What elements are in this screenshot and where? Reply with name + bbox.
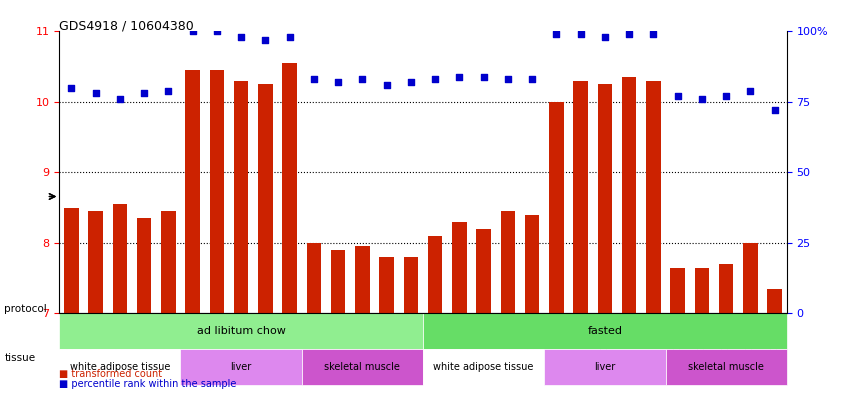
Point: [501, 76, 514, 83]
Text: white adipose tissue: white adipose tissue: [69, 362, 170, 372]
Point: [453, 73, 466, 80]
Point: [355, 76, 369, 83]
Point: [646, 31, 660, 37]
Bar: [404, 257, 418, 313]
Text: skeletal muscle: skeletal muscle: [688, 362, 764, 372]
Bar: [283, 63, 297, 313]
Bar: [452, 222, 467, 313]
Point: [89, 90, 102, 97]
Bar: [622, 77, 636, 313]
Bar: [501, 211, 515, 313]
Text: tissue: tissue: [4, 353, 36, 363]
Point: [719, 93, 733, 99]
Bar: [258, 84, 272, 313]
Bar: [476, 229, 491, 313]
FancyBboxPatch shape: [59, 313, 423, 349]
Text: GDS4918 / 10604380: GDS4918 / 10604380: [59, 20, 194, 33]
Bar: [767, 289, 782, 313]
Bar: [355, 246, 370, 313]
Point: [744, 88, 757, 94]
Point: [234, 34, 248, 40]
Point: [768, 107, 782, 114]
FancyBboxPatch shape: [423, 349, 544, 385]
Point: [137, 90, 151, 97]
Point: [307, 76, 321, 83]
Bar: [331, 250, 345, 313]
FancyBboxPatch shape: [180, 349, 302, 385]
Bar: [743, 243, 758, 313]
Bar: [233, 81, 249, 313]
Text: liver: liver: [594, 362, 616, 372]
Point: [64, 84, 78, 91]
Point: [404, 79, 418, 85]
Point: [477, 73, 491, 80]
Point: [574, 31, 587, 37]
Bar: [574, 81, 588, 313]
Text: ad libitum chow: ad libitum chow: [196, 326, 286, 336]
Point: [162, 88, 175, 94]
Point: [210, 28, 223, 35]
Text: liver: liver: [230, 362, 252, 372]
Point: [380, 82, 393, 88]
Bar: [210, 70, 224, 313]
Bar: [525, 215, 540, 313]
Point: [695, 96, 709, 102]
Text: ■ transformed count: ■ transformed count: [59, 369, 162, 379]
Text: white adipose tissue: white adipose tissue: [433, 362, 534, 372]
Point: [550, 31, 563, 37]
Bar: [379, 257, 394, 313]
Bar: [549, 102, 563, 313]
Bar: [185, 70, 200, 313]
Point: [186, 28, 200, 35]
Bar: [137, 218, 151, 313]
Point: [623, 31, 636, 37]
FancyBboxPatch shape: [59, 349, 180, 385]
Point: [259, 37, 272, 43]
Bar: [597, 84, 613, 313]
Bar: [428, 236, 442, 313]
Bar: [695, 268, 709, 313]
Bar: [719, 264, 733, 313]
Bar: [646, 81, 661, 313]
FancyBboxPatch shape: [544, 349, 666, 385]
Bar: [306, 243, 321, 313]
Bar: [88, 211, 103, 313]
Bar: [161, 211, 176, 313]
Bar: [670, 268, 685, 313]
Bar: [113, 204, 127, 313]
Point: [428, 76, 442, 83]
FancyBboxPatch shape: [423, 313, 787, 349]
FancyBboxPatch shape: [666, 349, 787, 385]
Bar: [64, 208, 79, 313]
Point: [283, 34, 296, 40]
Point: [598, 34, 612, 40]
Point: [671, 93, 684, 99]
Text: fasted: fasted: [587, 326, 623, 336]
Point: [332, 79, 345, 85]
Point: [525, 76, 539, 83]
Text: ■ percentile rank within the sample: ■ percentile rank within the sample: [59, 379, 237, 389]
FancyBboxPatch shape: [302, 349, 423, 385]
Text: protocol: protocol: [4, 303, 47, 314]
Text: skeletal muscle: skeletal muscle: [324, 362, 400, 372]
Point: [113, 96, 127, 102]
